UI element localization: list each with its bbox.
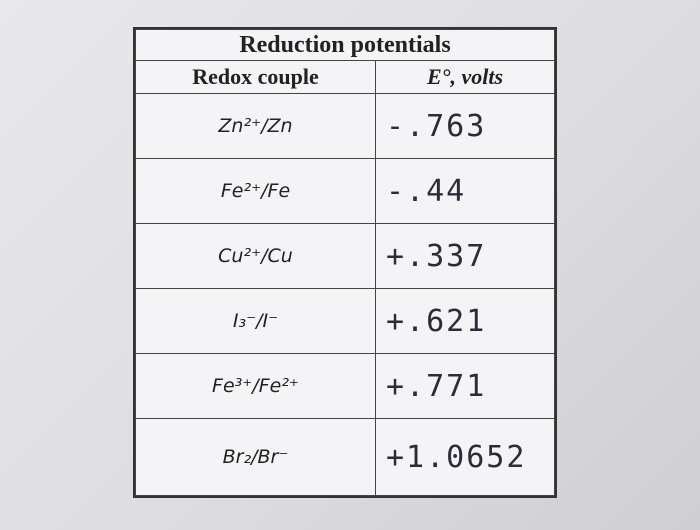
potential-value: -.763: [375, 93, 555, 159]
data-row: Fe²⁺/Fe -.44: [135, 158, 555, 224]
potential-value: +.621: [375, 288, 555, 354]
potential-value: +.337: [375, 223, 555, 289]
redox-couple: Cu²⁺/Cu: [135, 223, 376, 289]
data-row: Cu²⁺/Cu +.337: [135, 223, 555, 289]
table-sheet: Reduction potentials Redox couple E°, vo…: [133, 27, 557, 498]
data-row: Fe³⁺/Fe²⁺ +.771: [135, 353, 555, 419]
redox-couple: Br₂/Br⁻: [135, 418, 376, 496]
redox-couple: I₃⁻/I⁻: [135, 288, 376, 354]
data-row: Zn²⁺/Zn -.763: [135, 93, 555, 159]
header-cell: E°, volts: [375, 60, 555, 94]
header-row: Redox couple E°, volts: [135, 60, 555, 94]
data-row: Br₂/Br⁻ +1.0652: [135, 418, 555, 496]
data-row: I₃⁻/I⁻ +.621: [135, 288, 555, 354]
potentials-table: Reduction potentials Redox couple E°, vo…: [135, 29, 555, 496]
redox-couple: Fe³⁺/Fe²⁺: [135, 353, 376, 419]
potential-value: +1.0652: [375, 418, 555, 496]
table-title: Reduction potentials: [135, 29, 555, 61]
header-cell: Redox couple: [135, 60, 376, 94]
redox-couple: Fe²⁺/Fe: [135, 158, 376, 224]
potential-value: -.44: [375, 158, 555, 224]
table-body: Reduction potentials Redox couple E°, vo…: [135, 29, 555, 496]
title-row: Reduction potentials: [135, 29, 555, 61]
potential-value: +.771: [375, 353, 555, 419]
redox-couple: Zn²⁺/Zn: [135, 93, 376, 159]
